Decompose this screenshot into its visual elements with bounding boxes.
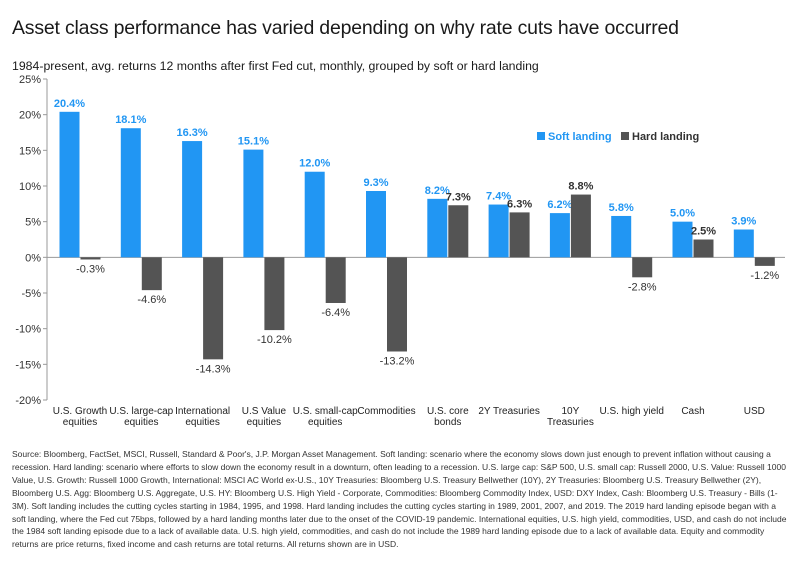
bar-soft-landing bbox=[182, 141, 203, 258]
data-label-soft: 5.8% bbox=[609, 202, 634, 214]
x-category-label: 10Y bbox=[562, 406, 580, 417]
bar-hard-landing bbox=[264, 257, 285, 331]
source-footnote: Source: Bloomberg, FactSet, MSCI, Russel… bbox=[12, 449, 787, 550]
data-label-hard: -13.2% bbox=[380, 355, 415, 367]
bar-soft-landing bbox=[488, 204, 509, 258]
bar-soft-landing bbox=[120, 128, 141, 258]
x-category-label: equities bbox=[124, 417, 158, 428]
y-tick-label: 5% bbox=[25, 217, 41, 229]
y-tick-label: -10% bbox=[15, 324, 41, 336]
x-category-label: bonds bbox=[434, 417, 461, 428]
data-label-soft: 3.9% bbox=[731, 216, 756, 228]
bar-hard-landing bbox=[693, 239, 714, 258]
data-label-soft: 9.3% bbox=[363, 177, 388, 189]
data-label-soft: 16.3% bbox=[176, 127, 207, 139]
x-category-label: Commodities bbox=[357, 406, 415, 417]
data-label-hard: -10.2% bbox=[257, 334, 292, 346]
bar-hard-landing bbox=[448, 205, 469, 258]
data-label-hard: -0.3% bbox=[76, 263, 105, 275]
x-category-label: U.S. high yield bbox=[599, 406, 663, 417]
data-label-soft: 12.0% bbox=[299, 158, 330, 170]
data-label-soft: 15.1% bbox=[238, 136, 269, 148]
chart-title: Asset class performance has varied depen… bbox=[12, 17, 679, 39]
bar-hard-landing bbox=[570, 194, 591, 258]
x-category-label: U.S. small-cap bbox=[293, 406, 358, 417]
data-label-hard: -14.3% bbox=[196, 363, 231, 375]
data-label-hard: -2.8% bbox=[628, 281, 657, 293]
x-category-label: International bbox=[175, 406, 230, 417]
x-category-label: equities bbox=[63, 417, 97, 428]
data-label-hard: 8.8% bbox=[568, 181, 593, 193]
x-category-label: U.S. Growth bbox=[53, 406, 107, 417]
x-category-label: Treasuries bbox=[547, 417, 594, 428]
legend-swatch-hard bbox=[621, 132, 629, 140]
bar-soft-landing bbox=[366, 190, 386, 258]
y-tick-label: 25% bbox=[19, 74, 41, 86]
bar-hard-landing bbox=[141, 257, 162, 291]
data-label-hard: 6.3% bbox=[507, 198, 532, 210]
data-label-hard: 2.5% bbox=[691, 226, 716, 238]
bar-soft-landing bbox=[733, 229, 754, 258]
legend-swatch-soft bbox=[537, 132, 545, 140]
data-label-soft: 8.2% bbox=[425, 185, 450, 197]
x-category-label: equities bbox=[185, 417, 219, 428]
y-tick-label: 15% bbox=[19, 145, 41, 157]
data-label-hard: -4.6% bbox=[137, 294, 166, 306]
bar-hard-landing bbox=[80, 257, 101, 260]
bar-hard-landing bbox=[203, 257, 224, 360]
data-label-soft: 7.4% bbox=[486, 191, 511, 203]
bar-hard-landing bbox=[754, 257, 775, 266]
x-category-label: equities bbox=[308, 417, 342, 428]
x-category-label: 2Y Treasuries bbox=[478, 406, 540, 417]
bar-soft-landing bbox=[304, 171, 325, 258]
x-category-label: U.S. large-cap bbox=[109, 406, 173, 417]
bar-chart: 25% 20% 15% 10% 5% 0% -5% -10% -15% -20% 20.4% -0.3… bbox=[15, 74, 785, 428]
y-tick-label: -20% bbox=[15, 395, 41, 407]
x-category-label: U.S Value bbox=[242, 406, 287, 417]
chart-subtitle: 1984-present, avg. returns 12 months aft… bbox=[12, 59, 539, 73]
data-label-hard: 7.3% bbox=[446, 191, 471, 203]
y-tick-label: -15% bbox=[15, 359, 41, 371]
y-tick-label: 10% bbox=[19, 181, 41, 193]
data-label-soft: 18.1% bbox=[115, 114, 146, 126]
data-label-hard: -1.2% bbox=[750, 270, 779, 282]
data-label-hard: -6.4% bbox=[321, 307, 350, 319]
data-label-soft: 5.0% bbox=[670, 208, 695, 220]
x-category-label: Cash bbox=[681, 406, 704, 417]
x-category-label: U.S. core bbox=[427, 406, 469, 417]
bar-soft-landing bbox=[59, 111, 80, 258]
data-label-soft: 20.4% bbox=[54, 98, 85, 110]
bar-hard-landing bbox=[387, 257, 407, 352]
x-category-label: equities bbox=[247, 417, 281, 428]
bar-hard-landing bbox=[632, 257, 653, 278]
bar-hard-landing bbox=[325, 257, 346, 303]
bar-hard-landing bbox=[509, 212, 530, 258]
legend-label-hard: Hard landing bbox=[632, 131, 699, 143]
legend-label-soft: Soft landing bbox=[548, 131, 612, 143]
data-label-soft: 6.2% bbox=[547, 199, 572, 211]
bar-soft-landing bbox=[549, 213, 570, 258]
y-tick-label: 20% bbox=[19, 110, 41, 122]
x-category-label: USD bbox=[744, 406, 765, 417]
y-tick-label: -5% bbox=[21, 288, 41, 300]
bar-soft-landing bbox=[243, 149, 264, 258]
bar-soft-landing bbox=[672, 221, 693, 258]
y-tick-label: 0% bbox=[25, 252, 41, 264]
bar-soft-landing bbox=[427, 198, 448, 258]
bar-soft-landing bbox=[611, 215, 632, 258]
